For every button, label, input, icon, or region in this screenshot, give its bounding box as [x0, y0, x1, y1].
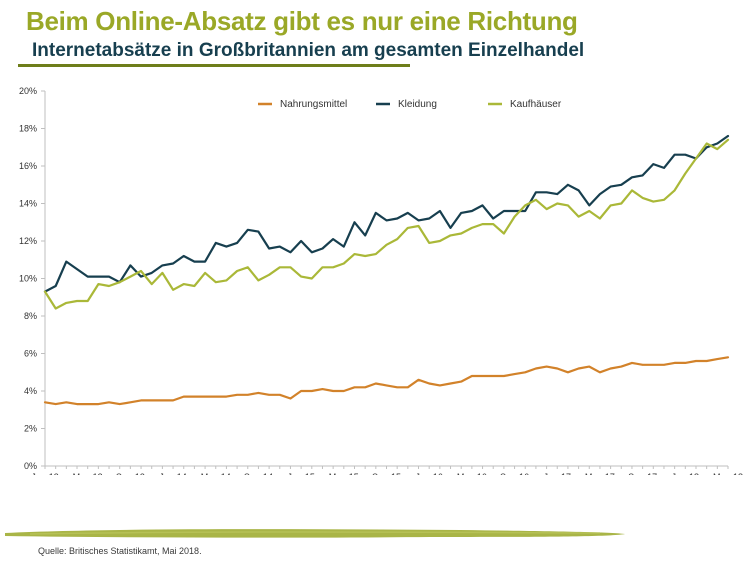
y-tick-label: 6% — [24, 349, 37, 359]
x-tick-label: Jan-13 — [31, 472, 59, 475]
x-tick-label: Sep-16 — [500, 472, 529, 475]
y-tick-label: 2% — [24, 424, 37, 434]
y-tick-label: 12% — [19, 236, 37, 246]
legend-label: Kaufhäuser — [510, 99, 562, 110]
legend-label: Nahrungsmittel — [280, 99, 347, 110]
y-tick-label: 18% — [19, 124, 37, 134]
x-tick-label: May-15 — [329, 472, 359, 475]
legend: Nahrungsmittel Kleidung Kaufhäuser — [258, 99, 562, 110]
x-tick-label: Sep-15 — [372, 472, 401, 475]
x-tick-label: May-18 — [713, 472, 743, 475]
legend-label: Kleidung — [398, 99, 437, 110]
y-tick-label: 14% — [19, 199, 37, 209]
page-title: Beim Online-Absatz gibt es nur eine Rich… — [26, 6, 578, 36]
line-chart: 0% 2% 4% 6% 8% 10% 12% 14% 16% 18% 20% Jan-13 May-1… — [19, 86, 743, 475]
y-tick-label: 0% — [24, 461, 37, 471]
source-note: Quelle: Britisches Statistikamt, Mai 201… — [38, 546, 202, 556]
y-tick-label: 8% — [24, 311, 37, 321]
x-tick-label: Sep-14 — [244, 472, 273, 475]
x-tick-label: May-13 — [73, 472, 103, 475]
y-tick-label: 16% — [19, 161, 37, 171]
series-line-kaufhäuser — [43, 138, 730, 310]
series-line-kleidung — [43, 134, 730, 293]
x-tick-label: Sep-17 — [628, 472, 657, 475]
x-tick-label: May-14 — [201, 472, 231, 475]
y-tick-label: 4% — [24, 386, 37, 396]
x-tick-label: Sep-13 — [116, 472, 145, 475]
x-tick-label: Jan-15 — [287, 472, 315, 475]
subtitle-underline — [18, 64, 410, 67]
x-tick-label: May-16 — [457, 472, 487, 475]
x-tick-label: Jan-16 — [415, 472, 443, 475]
chart-subtitle: Internetabsätze in Großbritannien am ges… — [32, 40, 585, 61]
x-tick-label: Jan-17 — [543, 472, 571, 475]
x-axis: Jan-13 May-13 Sep-13 Jan-14 May-14 Sep-14 Jan-… — [31, 465, 743, 475]
x-tick-label: Jan-18 — [672, 472, 700, 475]
x-tick-label: May-17 — [585, 472, 615, 475]
decorative-brush-stroke — [5, 529, 625, 538]
series-line-nahrungsmittel — [43, 356, 730, 406]
y-tick-label: 10% — [19, 274, 37, 284]
x-tick-label: Jan-14 — [159, 472, 187, 475]
series-lines — [43, 134, 730, 406]
y-axis: 0% 2% 4% 6% 8% 10% 12% 14% 16% 18% 20% — [19, 86, 46, 471]
y-tick-label: 20% — [19, 86, 37, 96]
